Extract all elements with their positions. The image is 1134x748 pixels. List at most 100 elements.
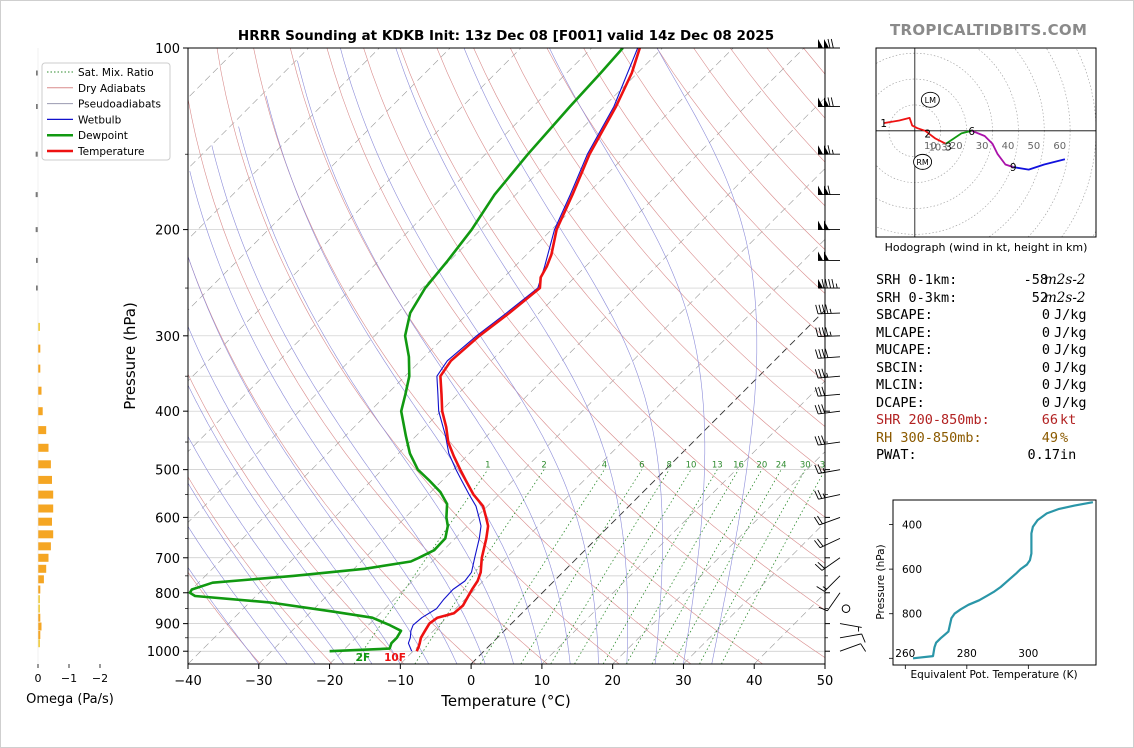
- hodograph-height-label: 3: [945, 141, 952, 153]
- y-tick-label: 700: [155, 552, 180, 567]
- mixing-ratio-line: [353, 469, 489, 664]
- wind-barb: [815, 327, 841, 338]
- theta-e-profile: [912, 501, 1094, 660]
- dry-adiabat: [436, 48, 825, 518]
- hodograph-ring-label: 50: [1028, 141, 1041, 152]
- wind-barb: [816, 575, 841, 592]
- isotherm: [188, 48, 734, 594]
- wind-barb: [814, 435, 841, 446]
- pseudoadiabat: [188, 255, 429, 664]
- mixing-ratio-line: [721, 469, 825, 664]
- wind-barb: [817, 145, 841, 155]
- legend-entry: Dry Adiabats: [78, 83, 146, 95]
- parameter-name: SBCAPE:: [876, 307, 933, 323]
- parameter-unit: J/kg: [1054, 394, 1087, 411]
- omega-bar: [38, 613, 41, 622]
- isotherm: [683, 522, 825, 664]
- omega-bar: [38, 585, 41, 594]
- hodograph-height-label: 6: [968, 126, 975, 138]
- pseudoadiabat: [188, 525, 288, 664]
- parameter-name: SRH 0-1km:: [876, 272, 958, 288]
- dry-adiabat: [583, 48, 825, 339]
- skew-t-frame: [187, 47, 826, 665]
- omega-tick-label: −2: [92, 672, 108, 685]
- y-tick-label: 800: [155, 587, 180, 602]
- parameter-unit: J/kg: [1054, 359, 1087, 376]
- pseudoadiabat: [656, 48, 758, 664]
- omega-bar: [38, 443, 49, 452]
- x-axis-label: Temperature (°C): [440, 692, 570, 710]
- mixing-ratio-line: [414, 469, 545, 664]
- hodograph: 10 20 30 40 50 60 1 2 3 6 9 103 LM RM Hodograph (win…: [875, 47, 1097, 254]
- hodograph-ring-label: 30: [976, 141, 989, 152]
- omega-bar: [36, 257, 38, 263]
- parameter-row: RH 300-850mb: 49%: [876, 430, 1106, 448]
- isotherm: [612, 451, 825, 664]
- parameter-name: RH 300-850mb:: [876, 429, 982, 446]
- parameter-row: SRH 0-3km: 52 m2s-2: [876, 290, 1106, 308]
- pseudoadiabat: [188, 384, 373, 664]
- surface-dewpoint-label: 2F: [356, 652, 370, 664]
- wind-barb: [814, 404, 841, 415]
- hodograph-ring-label: 60: [1053, 141, 1066, 152]
- x-tick-label: 30: [675, 674, 692, 689]
- y-tick-label: 600: [155, 511, 180, 526]
- mixing-ratio-line: [550, 469, 670, 664]
- wind-barb: [818, 592, 841, 612]
- parameter-row: SBCAPE: 0 J/kg: [876, 307, 1106, 325]
- hodograph-label: Hodograph (wind in kt, height in km): [885, 241, 1088, 254]
- omega-bar: [38, 564, 47, 573]
- isotherm: [188, 48, 663, 523]
- wind-barb: [814, 557, 841, 571]
- y-tick-label: 1000: [147, 645, 180, 660]
- omega-bar: [38, 631, 41, 639]
- parameter-row: MLCIN: 0 J/kg: [876, 377, 1106, 395]
- omega-bar: [38, 407, 43, 416]
- theta-e-x-tick-label: 300: [1018, 648, 1038, 660]
- parameter-row: SBCIN: 0 J/kg: [876, 360, 1106, 378]
- dry-adiabat: [188, 97, 548, 664]
- omega-bar: [35, 151, 38, 157]
- parameter-value: 0.17: [1027, 447, 1060, 463]
- pseudoadiabat: [189, 171, 458, 664]
- theta-e-frame: [892, 499, 1097, 666]
- sounding-parameters: SRH 0-1km: -58 m2s-2 SRH 0-3km: 52 m2s-2 SBCAP…: [876, 272, 1106, 465]
- mixing-ratio-label: 10: [686, 461, 697, 471]
- storm-motion-label: RM: [916, 158, 929, 167]
- dry-adiabat: [216, 48, 620, 664]
- brand-watermark: TROPICALTIDBITS.COM: [890, 21, 1088, 39]
- y-tick-label: 100: [155, 42, 180, 57]
- parameter-row: DCAPE: 0 J/kg: [876, 395, 1106, 413]
- wind-barb: [839, 643, 867, 652]
- hodograph-height-label: 2: [924, 128, 931, 140]
- omega-bar: [35, 227, 38, 233]
- theta-e-y-tick-label: 400: [902, 520, 922, 532]
- parameter-name: MUCAPE:: [876, 342, 933, 358]
- dry-adiabat: [363, 48, 825, 611]
- mixing-ratio-label: 1: [485, 461, 490, 471]
- legend-entry: Temperature: [77, 146, 145, 158]
- parameter-name: SBCIN:: [876, 359, 925, 376]
- hodograph-trace: [1013, 158, 1066, 171]
- omega-bar: [38, 542, 51, 551]
- parameter-name: DCAPE:: [876, 394, 925, 411]
- legend-entry: Dewpoint: [78, 130, 128, 142]
- omega-axis-label: Omega (Pa/s): [26, 692, 114, 707]
- dry-adiabat: [510, 48, 825, 427]
- pseudoadiabat: [188, 435, 344, 664]
- wind-barb: [817, 278, 841, 289]
- omega-bar: [38, 604, 40, 613]
- wind-barb: [817, 97, 841, 107]
- storm-motion-marker: [913, 153, 933, 170]
- parameter-row: MLCAPE: 0 J/kg: [876, 325, 1106, 343]
- parameter-value: 49: [1041, 429, 1058, 446]
- omega-bar: [38, 364, 41, 373]
- parameter-name: PWAT:: [876, 447, 917, 463]
- parameter-value: 0: [1041, 307, 1050, 323]
- hodograph-ring-label: 20: [950, 141, 963, 152]
- parameter-value: 66: [1041, 412, 1058, 428]
- theta-e-y-tick-label: 600: [902, 564, 922, 576]
- wind-barb: [839, 633, 866, 643]
- storm-motion-label: LM: [925, 96, 936, 105]
